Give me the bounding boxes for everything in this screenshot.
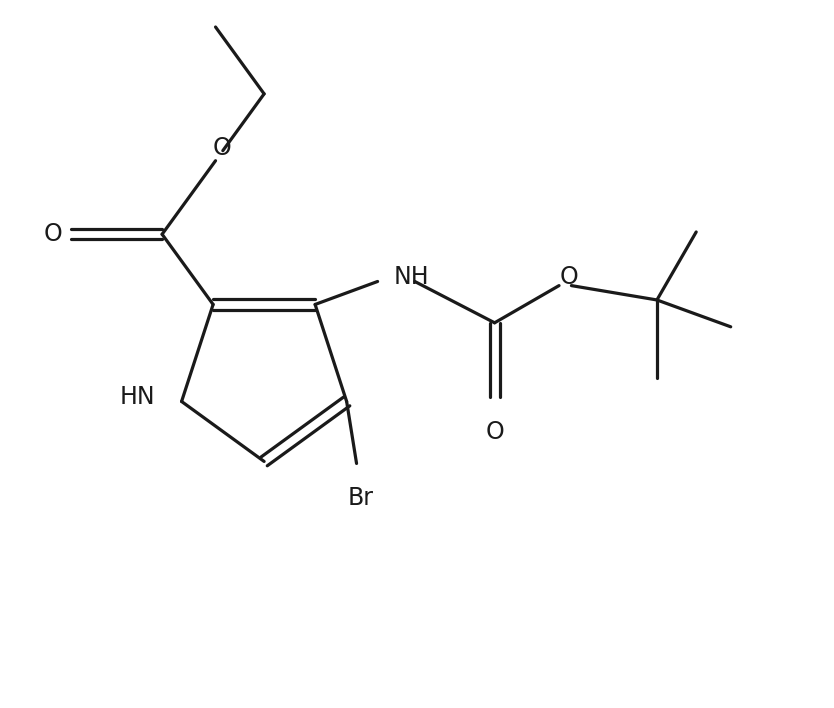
Text: HN: HN [119,385,155,409]
Text: O: O [43,222,63,246]
Text: Br: Br [348,486,374,510]
Text: NH: NH [394,266,430,290]
Text: O: O [485,421,504,445]
Text: O: O [213,137,232,160]
Text: O: O [560,266,578,290]
